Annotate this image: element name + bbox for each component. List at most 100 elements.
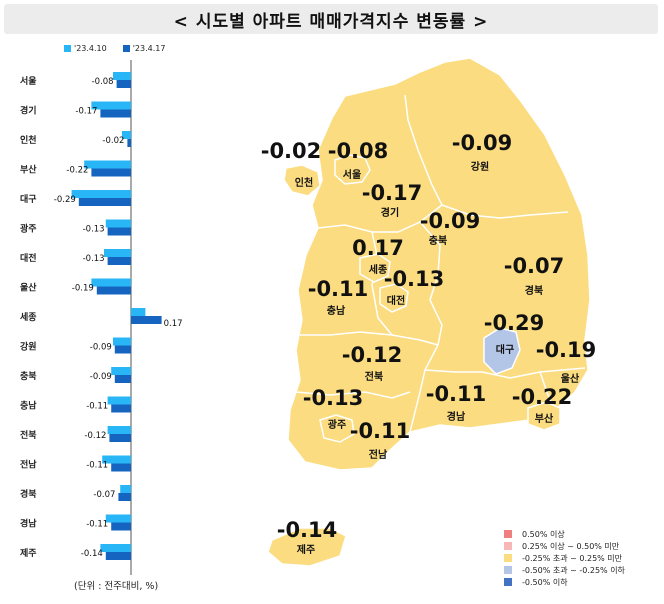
map-region-daejeon-shape bbox=[379, 283, 409, 313]
legend-label-series-1: '23.4.10 bbox=[74, 44, 107, 53]
legend-swatch-series-2 bbox=[122, 45, 130, 52]
map-region-value: -0.13 bbox=[303, 386, 364, 410]
category-label: 대전 bbox=[20, 252, 37, 264]
bar-series-2 bbox=[78, 198, 131, 206]
map-region-name: 강원 bbox=[471, 160, 489, 173]
bar-series-2 bbox=[114, 345, 131, 354]
bar-series-2 bbox=[109, 434, 131, 442]
bar-series-1 bbox=[131, 308, 146, 316]
map-legend-swatch bbox=[504, 578, 512, 586]
map-region-value: -0.11 bbox=[426, 382, 487, 406]
map-legend-item: -0.50% 초과 ~ -0.25% 이하 bbox=[504, 564, 625, 576]
bar-series-2 bbox=[107, 257, 131, 265]
category-label: 경기 bbox=[20, 105, 37, 117]
bar-series-1 bbox=[91, 101, 131, 110]
category-label: 대구 bbox=[20, 193, 37, 205]
category-label: 서울 bbox=[20, 75, 37, 87]
unit-note: (단위 : 전주대비, %) bbox=[74, 581, 159, 592]
data-label: -0.02 bbox=[102, 136, 124, 146]
map-legend-item: -0.25% 초과 ~ 0.25% 미만 bbox=[504, 552, 625, 564]
map-border-jeonbuk-jeonnam bbox=[295, 391, 411, 399]
map-legend-item: 0.50% 이상 bbox=[504, 528, 625, 540]
bar-series-2 bbox=[91, 168, 131, 177]
bar-series-1 bbox=[122, 131, 131, 139]
map-region-jeju-shape bbox=[267, 527, 347, 567]
map-region-name: 서울 bbox=[343, 168, 361, 181]
bar-series-1 bbox=[102, 455, 131, 464]
map-legend-label: -0.25% 초과 ~ 0.25% 미만 bbox=[522, 553, 623, 563]
page-title: < 시도별 아파트 매매가격지수 변동률 > bbox=[173, 11, 489, 32]
bar-series-2 bbox=[111, 404, 131, 413]
map-region-name: 전북 bbox=[365, 370, 383, 383]
map-region-value: -0.29 bbox=[484, 311, 545, 335]
category-label: 전북 bbox=[20, 429, 37, 441]
data-label: -0.08 bbox=[92, 77, 114, 87]
title-bar: < 시도별 아파트 매매가격지수 변동률 > bbox=[4, 4, 658, 34]
bar-series-1 bbox=[120, 485, 131, 493]
bar-series-2 bbox=[111, 463, 131, 472]
category-label: 전남 bbox=[20, 459, 37, 471]
map-region-value: -0.09 bbox=[452, 131, 513, 155]
data-label: -0.17 bbox=[75, 107, 97, 117]
map-region-value: -0.02 bbox=[261, 139, 322, 163]
map-region-name: 경기 bbox=[381, 206, 399, 219]
bar-series-1 bbox=[111, 367, 131, 375]
map-region-sejong-shape bbox=[359, 253, 391, 283]
map-region-incheon-shape bbox=[283, 164, 321, 197]
map-region-name: 부산 bbox=[535, 412, 554, 425]
data-label: -0.14 bbox=[81, 549, 103, 559]
map-region-name: 대전 bbox=[387, 294, 405, 307]
data-label: -0.07 bbox=[93, 490, 115, 500]
category-label: 경남 bbox=[20, 518, 37, 530]
bar-series-1 bbox=[84, 160, 131, 169]
bar-series-1 bbox=[71, 190, 131, 198]
category-label: 울산 bbox=[20, 282, 37, 294]
map-region-value: -0.17 bbox=[362, 181, 423, 205]
map-region-value: -0.11 bbox=[308, 277, 369, 301]
category-label: 인천 bbox=[20, 135, 37, 146]
category-label: 세종 bbox=[20, 311, 37, 323]
map-region-value: -0.12 bbox=[342, 343, 403, 367]
bar-series-1 bbox=[113, 72, 131, 80]
map-region-name: 인천 bbox=[295, 176, 313, 189]
map-region-daegu-shape bbox=[483, 327, 521, 375]
bar-series-1 bbox=[91, 278, 131, 287]
bar-series-1 bbox=[104, 249, 131, 257]
data-label: -0.13 bbox=[83, 225, 105, 235]
bar-series-1 bbox=[100, 544, 131, 552]
bar-series-1 bbox=[105, 514, 131, 523]
data-label: -0.09 bbox=[90, 343, 112, 353]
map-legend-label: 0.50% 이상 bbox=[522, 529, 565, 539]
category-label: 충북 bbox=[20, 370, 37, 382]
bar-series-2 bbox=[105, 552, 131, 560]
map-border-chungbuk-east bbox=[419, 221, 443, 346]
data-label: -0.11 bbox=[86, 520, 108, 530]
category-label: 부산 bbox=[20, 164, 37, 176]
map-region-value: -0.22 bbox=[512, 385, 573, 409]
map-border-gyeonggi-gangwon bbox=[404, 94, 443, 206]
bar-series-2 bbox=[96, 286, 131, 295]
map-border-jeon-gyeong bbox=[409, 344, 439, 433]
bar-series-1 bbox=[113, 337, 131, 346]
map-legend-item: -0.50% 이하 bbox=[504, 576, 625, 588]
bar-series-1 bbox=[107, 396, 131, 405]
data-label: -0.19 bbox=[72, 284, 94, 294]
map-region-value: -0.19 bbox=[536, 338, 597, 362]
map-legend-swatch bbox=[504, 566, 512, 574]
map-region-gwangju-shape bbox=[319, 414, 355, 443]
map-region-value: -0.07 bbox=[504, 254, 565, 278]
map-region-value: -0.11 bbox=[350, 419, 411, 443]
map-region-value: -0.14 bbox=[277, 518, 338, 542]
map-region-value: 0.17 bbox=[352, 236, 404, 260]
map-border-gyeongbuk-gyeongnam bbox=[424, 367, 586, 379]
data-label: 0.17 bbox=[164, 319, 183, 329]
category-label: 경북 bbox=[20, 488, 37, 500]
map-region-name: 충북 bbox=[429, 234, 447, 247]
map-legend-item: 0.25% 이상 ~ 0.50% 미만 bbox=[504, 540, 625, 552]
data-label: -0.11 bbox=[86, 461, 108, 471]
map-region-name: 제주 bbox=[297, 543, 315, 556]
map-region-value: -0.13 bbox=[384, 267, 445, 291]
legend-item-series-1: '23.4.10 bbox=[64, 44, 107, 53]
bar-series-2 bbox=[111, 522, 131, 531]
map-region-seoul-shape bbox=[334, 154, 371, 185]
